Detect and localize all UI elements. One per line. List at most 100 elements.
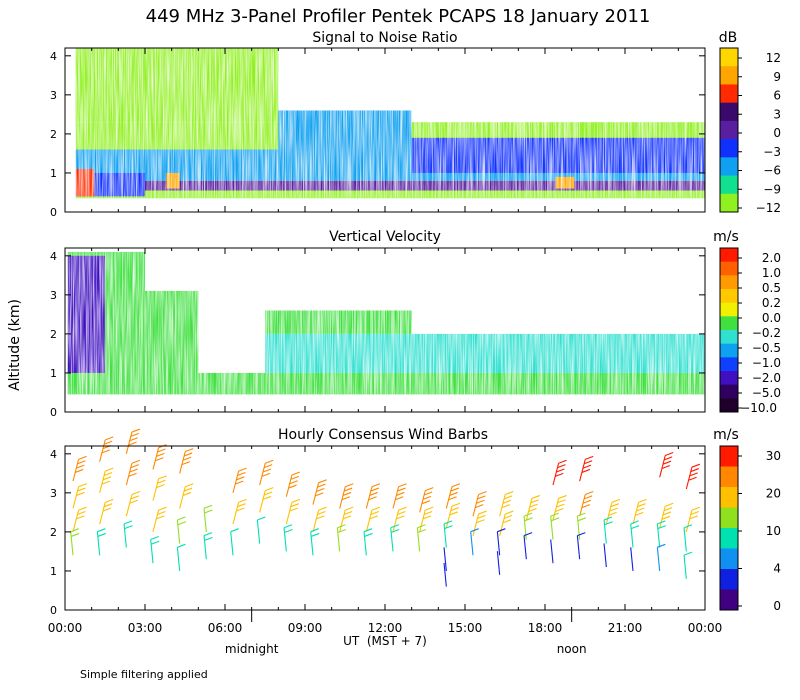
wind-barb-staff	[365, 486, 373, 509]
wind-barb-flag	[478, 491, 487, 496]
vv-colorbar-label-10: −10.0	[740, 401, 777, 415]
wind-barb-flag	[158, 506, 167, 511]
wind-barb	[176, 516, 187, 544]
wind-barb-flag	[450, 487, 459, 492]
vv-colorbar-swatch-1	[720, 261, 738, 276]
snr-colorbar-label-0: 12	[766, 51, 781, 65]
wind-barb-flag	[505, 510, 514, 515]
wind-barb-flag	[345, 506, 354, 511]
wind-barb-flag	[78, 483, 87, 488]
wind-colorbar-label-1: 20	[766, 487, 781, 501]
wind-barb-flag	[230, 528, 239, 533]
wind-barb-flag	[523, 532, 533, 537]
wind-barb-staff	[443, 547, 447, 572]
wind-barb-flag	[550, 512, 559, 517]
panel-wind-title: Hourly Consensus Wind Barbs	[278, 427, 488, 443]
wind-barb-staff	[230, 531, 234, 556]
wind-barb-flag	[101, 480, 111, 485]
wind-barb-flag	[577, 532, 586, 537]
wind-colorbar-swatch-2	[720, 487, 738, 508]
wind-barb-flag	[290, 475, 299, 480]
wind-barb	[339, 506, 354, 533]
wind-barb-staff	[232, 470, 240, 493]
wind-barb-flag	[396, 491, 405, 496]
wind-barb-flag	[124, 525, 133, 530]
snr-streak-overlay	[65, 48, 705, 212]
wind-barb-flag	[502, 499, 512, 504]
x-axis-label: UT (MST + 7)	[343, 634, 427, 648]
wind-barb	[259, 487, 274, 513]
wind-barb-flag	[451, 502, 461, 507]
local-time-labels: midnight noon	[225, 610, 587, 656]
panel-wind-barbs: Hourly Consensus Wind Barbs m/s 0 1 2 3 4 30…	[50, 427, 781, 617]
snr-colorbar-swatch-1	[720, 66, 738, 85]
x-tick-label-6: 18:00	[528, 621, 563, 635]
wind-barb	[579, 455, 594, 482]
wind-barb-flag	[503, 495, 513, 500]
wind-barb-flag	[236, 476, 245, 481]
x-tick-label-3: 09:00	[288, 621, 323, 635]
footnote: Simple filtering applied	[80, 668, 208, 681]
local-time-label-noon: noon	[557, 642, 587, 656]
panel-vv-unit: m/s	[713, 229, 739, 245]
wind-barb-staff	[445, 506, 453, 529]
wind-barb-staff	[683, 527, 687, 552]
wind-colorbar-frame	[719, 445, 739, 611]
wind-barb-flag	[523, 512, 533, 517]
wind-barb-flag	[343, 510, 353, 516]
wind-barb-staff	[72, 486, 80, 509]
wind-barb	[576, 532, 586, 560]
wind-barb-flag	[417, 524, 426, 529]
wind-barb-flag	[444, 525, 453, 530]
wind-barb-flag	[131, 428, 141, 433]
wind-barb-staff	[152, 510, 160, 533]
wind-barb-flag	[449, 491, 458, 496]
wind-barb-flag	[263, 464, 273, 469]
snr-colorbar-label-4: 0	[773, 126, 781, 140]
wind-barb-flag	[185, 448, 194, 453]
wind-barb-flag	[610, 503, 619, 508]
wind-barb-flag	[102, 507, 112, 512]
wind-barb-flag	[318, 479, 327, 484]
wind-barb	[125, 428, 141, 454]
wind-barb-staff	[579, 494, 586, 517]
wind-barb-flag	[608, 511, 617, 516]
vv-colorbar-swatch-11	[720, 398, 738, 413]
wind-barb-flag	[423, 491, 433, 496]
snr-ytick-label-2: 2	[50, 128, 57, 141]
wind-barb-staff	[363, 531, 367, 556]
wind-ytick-label-2: 2	[50, 526, 57, 539]
wind-ytick-label-3: 3	[50, 487, 57, 500]
wind-barb-flag	[503, 514, 513, 519]
snr-colorbar-label-6: −6	[763, 164, 781, 178]
wind-barb-flag	[557, 499, 566, 504]
wind-barb-staff	[256, 519, 261, 544]
wind-barb-flag	[77, 487, 86, 492]
wind-barb-flag	[310, 532, 320, 537]
wind-barb-flag	[585, 491, 594, 496]
wind-barb-flag	[604, 521, 613, 526]
wind-y-axis: 0 1 2 3 4	[50, 448, 705, 617]
wind-barb	[656, 543, 666, 572]
wind-barb-flag	[369, 491, 378, 496]
wind-colorbar-swatch-6	[720, 569, 738, 590]
wind-barb-flag	[422, 515, 432, 520]
wind-barb-flag	[342, 515, 352, 520]
wind-barb	[72, 455, 87, 482]
vv-colorbar-swatch-10	[720, 384, 738, 399]
wind-barb-flag	[657, 543, 666, 548]
vv-colorbar-label-6: −0.5	[752, 341, 781, 355]
wind-barb-flag	[502, 519, 512, 524]
wind-barb	[445, 502, 461, 529]
wind-barb-flag	[421, 500, 431, 505]
wind-barb-flag	[235, 480, 244, 485]
wind-colorbar-label-4: 0	[773, 599, 781, 613]
wind-barb-flag	[182, 456, 192, 461]
wind-barb	[152, 475, 167, 501]
wind-barb-flag	[237, 503, 246, 508]
wind-barb-flag	[128, 441, 137, 446]
wind-barb-flag	[609, 507, 618, 512]
wind-barb	[443, 547, 447, 572]
wind-barb	[550, 539, 554, 564]
wind-x-ticks	[64, 446, 706, 610]
